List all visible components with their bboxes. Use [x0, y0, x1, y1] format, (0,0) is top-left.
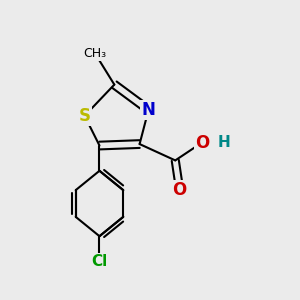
Text: Cl: Cl	[91, 254, 108, 269]
Text: H: H	[218, 135, 231, 150]
Text: S: S	[79, 107, 91, 125]
Text: O: O	[172, 181, 187, 199]
Text: CH₃: CH₃	[83, 47, 106, 60]
Text: O: O	[195, 134, 209, 152]
Text: N: N	[142, 101, 155, 119]
